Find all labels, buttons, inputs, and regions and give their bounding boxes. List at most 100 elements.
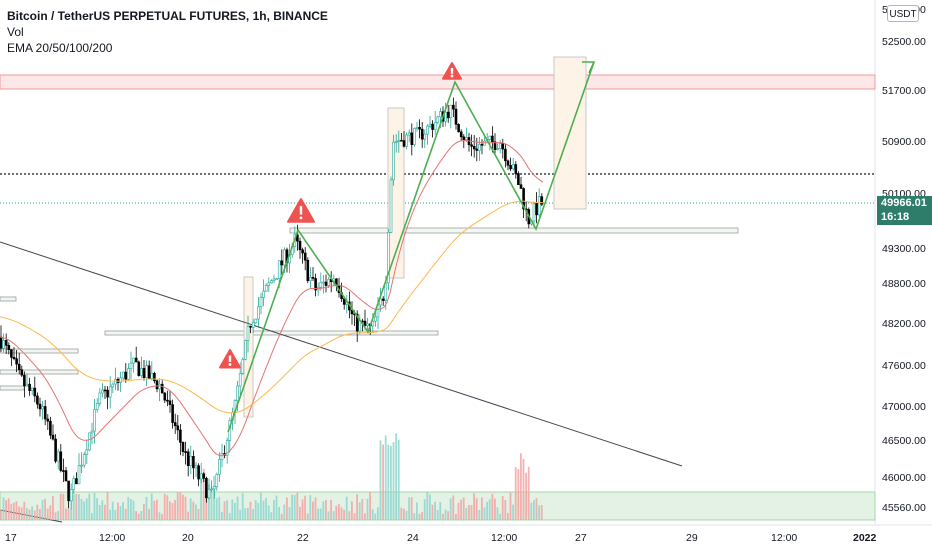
candle-body bbox=[475, 148, 479, 151]
y-tick-label: 48800.00 bbox=[882, 278, 926, 290]
volume-bar bbox=[468, 505, 470, 520]
volume-bar bbox=[226, 500, 228, 520]
candle-body bbox=[407, 132, 411, 136]
candle-body bbox=[262, 290, 265, 298]
bar-countdown: 16:18 bbox=[881, 211, 910, 223]
volume-bar bbox=[91, 513, 93, 520]
x-tick-label: 29 bbox=[686, 532, 698, 544]
candle-body bbox=[415, 127, 419, 129]
volume-bar bbox=[5, 500, 7, 520]
candle-body bbox=[400, 139, 403, 142]
legend-ema[interactable]: EMA 20/50/100/200 bbox=[7, 41, 113, 55]
volume-bar bbox=[265, 498, 267, 520]
candle-body bbox=[420, 128, 424, 140]
volume-bar bbox=[208, 484, 210, 520]
candle-body bbox=[405, 134, 408, 147]
volume-bar bbox=[525, 472, 527, 520]
chart-title: Bitcoin / TetherUS PERPETUAL FUTURES, 1h… bbox=[7, 9, 328, 23]
candle-body bbox=[82, 454, 86, 466]
volume-bar bbox=[33, 510, 36, 520]
candle-body bbox=[25, 383, 29, 387]
volume-bar bbox=[46, 508, 49, 520]
volume-bar bbox=[124, 508, 127, 520]
volume-bar bbox=[166, 495, 169, 520]
volume-bar bbox=[132, 500, 135, 520]
volume-bar bbox=[314, 497, 317, 520]
volume-bar bbox=[384, 435, 387, 520]
volume-bar bbox=[122, 502, 124, 520]
candle-body bbox=[189, 456, 193, 466]
candle-body bbox=[275, 278, 278, 281]
candle-body bbox=[452, 104, 455, 110]
volume-bar bbox=[395, 433, 397, 520]
candle-body bbox=[514, 164, 518, 174]
volume-bar bbox=[299, 506, 301, 520]
volume-bar bbox=[228, 512, 231, 520]
volume-bar bbox=[247, 507, 249, 520]
candle-body bbox=[355, 313, 359, 332]
candle-body bbox=[501, 143, 505, 150]
candle-body bbox=[59, 451, 63, 471]
candle-body bbox=[90, 430, 94, 434]
volume-bar bbox=[413, 513, 416, 520]
legend-vol[interactable]: Vol bbox=[7, 25, 24, 39]
candle-body bbox=[259, 297, 263, 308]
candle-body bbox=[392, 141, 395, 181]
candle-body bbox=[254, 318, 258, 324]
volume-bar bbox=[278, 506, 280, 520]
volume-bar bbox=[249, 501, 252, 520]
volume-bar bbox=[356, 494, 358, 520]
volume-bar bbox=[319, 508, 322, 520]
volume-bar bbox=[241, 493, 244, 520]
volume-bar bbox=[223, 501, 226, 520]
volume-bar bbox=[335, 505, 338, 520]
volume-bar bbox=[67, 508, 70, 520]
candle-body bbox=[215, 473, 219, 488]
candle-body bbox=[77, 465, 81, 485]
candle-body bbox=[363, 320, 367, 326]
candle-body bbox=[418, 127, 421, 130]
candle-body bbox=[319, 281, 323, 288]
volume-bar bbox=[44, 498, 46, 520]
volume-bar bbox=[387, 444, 390, 520]
volume-bar bbox=[452, 495, 455, 520]
volume-bar bbox=[374, 513, 377, 520]
volume-bar bbox=[2, 497, 5, 520]
volume-bar bbox=[189, 498, 192, 520]
warning-icon-1-dot bbox=[228, 363, 232, 366]
volume-bar bbox=[83, 501, 85, 520]
candle-body bbox=[436, 116, 440, 123]
volume-bar bbox=[101, 500, 104, 520]
volume-bar bbox=[332, 511, 335, 520]
volume-bar bbox=[75, 493, 78, 520]
y-tick-label: 52500.00 bbox=[882, 36, 926, 48]
candle-body bbox=[23, 374, 26, 387]
candle-body bbox=[7, 345, 11, 351]
candle-body bbox=[397, 139, 401, 142]
x-tick-label: 2022 bbox=[853, 532, 877, 544]
candle-body bbox=[244, 340, 247, 360]
volume-bar bbox=[195, 504, 197, 520]
volume-bar bbox=[488, 499, 491, 520]
candle-body bbox=[30, 387, 34, 392]
volume-bar bbox=[330, 499, 332, 520]
currency-button[interactable]: USDT bbox=[887, 5, 919, 22]
volume-bar bbox=[41, 500, 44, 520]
candle-body bbox=[457, 124, 460, 133]
candle-body bbox=[532, 203, 536, 222]
candle-body bbox=[358, 320, 362, 332]
volume-bar bbox=[405, 510, 408, 520]
candle-body bbox=[379, 298, 382, 306]
volume-bar bbox=[72, 494, 75, 520]
volume-bar bbox=[301, 499, 304, 520]
candle-body bbox=[311, 277, 315, 279]
candle-body bbox=[166, 399, 169, 402]
volume-bar bbox=[239, 509, 241, 520]
candle-body bbox=[264, 285, 268, 292]
trendline-lower bbox=[0, 509, 63, 523]
volume-bar bbox=[522, 458, 525, 520]
candle-body bbox=[134, 357, 138, 363]
candle-body bbox=[270, 280, 273, 284]
volume-bar bbox=[252, 509, 254, 520]
